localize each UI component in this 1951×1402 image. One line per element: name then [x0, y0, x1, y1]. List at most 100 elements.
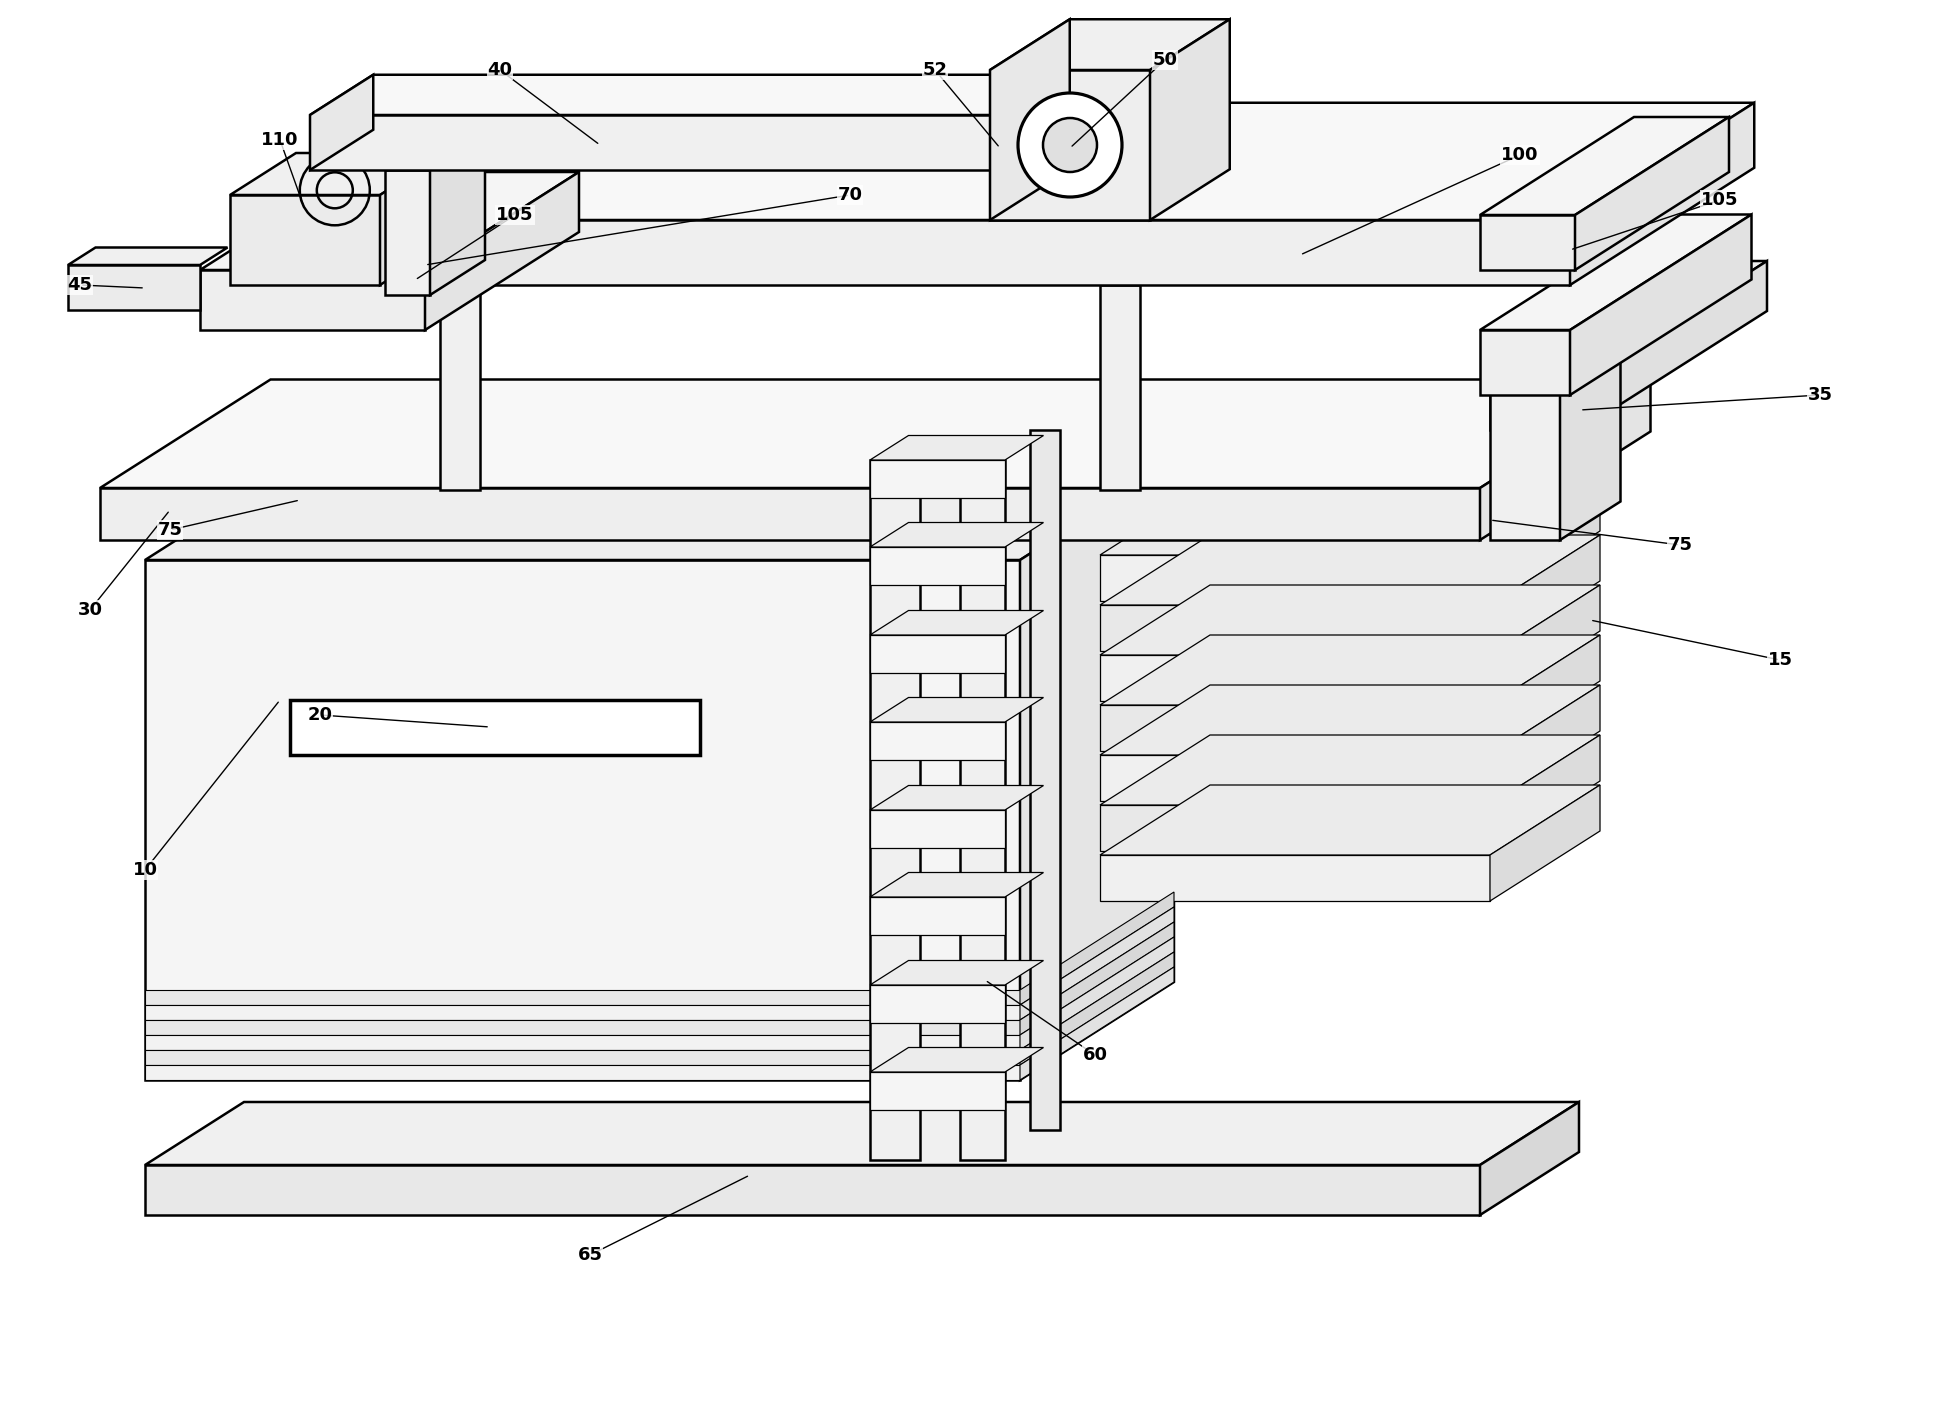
Polygon shape [144, 1050, 1020, 1066]
Polygon shape [68, 248, 228, 265]
Polygon shape [1020, 952, 1175, 1066]
Text: 110: 110 [261, 130, 299, 149]
Polygon shape [144, 990, 1020, 1005]
Polygon shape [144, 1165, 1481, 1216]
Polygon shape [429, 135, 486, 294]
Text: 65: 65 [577, 1246, 603, 1265]
Polygon shape [291, 700, 700, 756]
Polygon shape [201, 271, 425, 329]
Text: 35: 35 [1807, 386, 1832, 404]
Polygon shape [960, 460, 1005, 1159]
Polygon shape [870, 897, 1005, 935]
Polygon shape [1491, 380, 1580, 430]
Polygon shape [1100, 686, 1600, 756]
Polygon shape [1100, 735, 1600, 805]
Polygon shape [310, 74, 1083, 115]
Polygon shape [384, 135, 486, 170]
Polygon shape [310, 74, 373, 170]
Text: 20: 20 [308, 707, 332, 723]
Polygon shape [1491, 785, 1600, 901]
Polygon shape [144, 1021, 1020, 1035]
Polygon shape [1020, 967, 1175, 1080]
Polygon shape [870, 547, 1005, 585]
Polygon shape [144, 1102, 1578, 1165]
Polygon shape [1100, 785, 1600, 855]
Text: 40: 40 [488, 62, 513, 79]
Polygon shape [144, 463, 1175, 559]
Polygon shape [201, 172, 579, 271]
Polygon shape [1580, 261, 1768, 430]
Polygon shape [1481, 116, 1729, 215]
Polygon shape [425, 172, 579, 329]
Text: 45: 45 [68, 276, 92, 294]
Polygon shape [989, 20, 1069, 220]
Polygon shape [1100, 705, 1491, 751]
Polygon shape [100, 488, 1481, 540]
Polygon shape [144, 1005, 1020, 1021]
Polygon shape [144, 1035, 1020, 1050]
Polygon shape [1491, 261, 1768, 380]
Polygon shape [870, 810, 1005, 848]
Polygon shape [380, 153, 447, 285]
Polygon shape [1491, 536, 1600, 651]
Text: 60: 60 [1083, 1046, 1108, 1064]
Text: 30: 30 [78, 601, 103, 620]
Polygon shape [870, 986, 1005, 1023]
Polygon shape [870, 610, 1044, 635]
Polygon shape [870, 1047, 1044, 1073]
Polygon shape [870, 1073, 1005, 1110]
Polygon shape [416, 102, 1754, 220]
Polygon shape [230, 153, 447, 195]
Polygon shape [870, 523, 1044, 547]
Text: 10: 10 [133, 861, 158, 879]
Polygon shape [870, 635, 1005, 673]
Polygon shape [1100, 285, 1139, 491]
Text: 75: 75 [1668, 536, 1693, 554]
Circle shape [1044, 118, 1096, 172]
Circle shape [1018, 93, 1122, 198]
Polygon shape [1571, 215, 1752, 395]
Polygon shape [1491, 686, 1600, 801]
Polygon shape [1491, 390, 1561, 540]
Polygon shape [1020, 907, 1175, 1021]
Polygon shape [1491, 485, 1600, 601]
Text: 52: 52 [923, 62, 948, 79]
Polygon shape [1491, 635, 1600, 751]
Polygon shape [1574, 116, 1729, 271]
Polygon shape [1100, 536, 1600, 606]
Polygon shape [1481, 380, 1651, 540]
Polygon shape [1030, 430, 1059, 1130]
Polygon shape [144, 1066, 1020, 1080]
Text: 50: 50 [1153, 50, 1178, 69]
Polygon shape [989, 70, 1149, 220]
Polygon shape [989, 20, 1229, 70]
Polygon shape [870, 785, 1044, 810]
Text: 15: 15 [1768, 651, 1793, 669]
Text: 100: 100 [1500, 146, 1539, 164]
Polygon shape [1100, 585, 1600, 655]
Polygon shape [1100, 756, 1491, 801]
Polygon shape [1481, 329, 1571, 395]
Polygon shape [870, 460, 921, 1159]
Polygon shape [1481, 215, 1752, 329]
Polygon shape [100, 380, 1651, 488]
Polygon shape [1020, 937, 1175, 1050]
Polygon shape [1491, 735, 1600, 851]
Polygon shape [870, 460, 1005, 498]
Polygon shape [1100, 655, 1491, 701]
Text: 105: 105 [1701, 191, 1738, 209]
Polygon shape [1100, 635, 1600, 705]
Polygon shape [870, 436, 1044, 460]
Polygon shape [870, 872, 1044, 897]
Polygon shape [1481, 1102, 1578, 1216]
Polygon shape [870, 722, 1005, 760]
Polygon shape [1020, 892, 1175, 1005]
Polygon shape [1491, 352, 1621, 390]
Polygon shape [1561, 352, 1621, 540]
Polygon shape [1100, 606, 1491, 651]
Polygon shape [441, 285, 480, 491]
Polygon shape [1571, 102, 1754, 285]
Polygon shape [310, 115, 1020, 170]
Polygon shape [870, 960, 1044, 986]
Polygon shape [144, 559, 1020, 1080]
